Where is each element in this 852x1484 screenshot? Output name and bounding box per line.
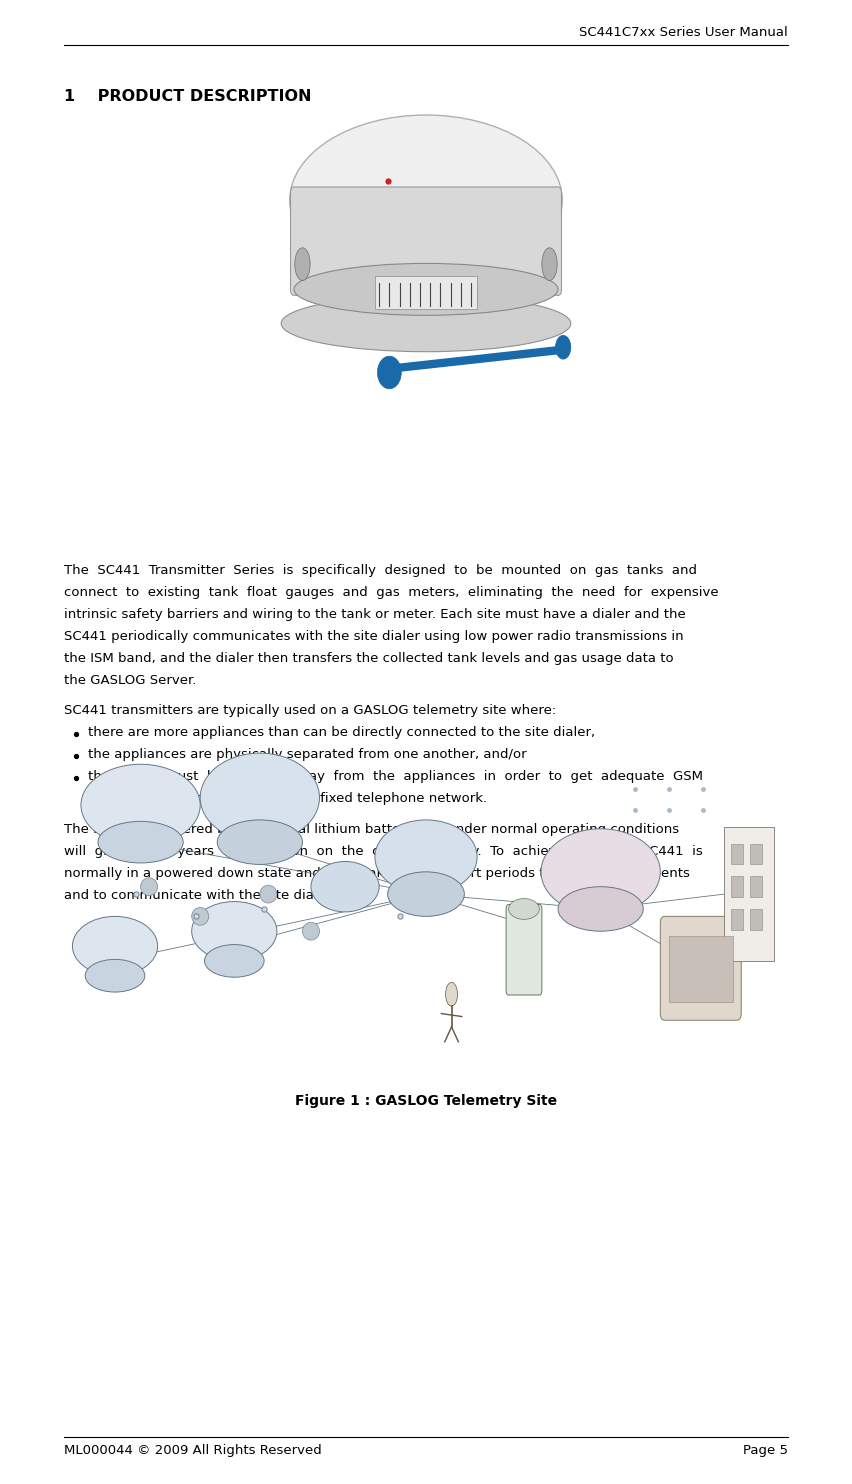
Text: SC441 periodically communicates with the site dialer using low power radio trans: SC441 periodically communicates with the… [64,629,683,643]
Text: ML000044 © 2009 All Rights Reserved: ML000044 © 2009 All Rights Reserved [64,1444,322,1457]
Text: The  SC441  Transmitter  Series  is  specifically  designed  to  be  mounted  on: The SC441 Transmitter Series is specific… [64,564,697,577]
Ellipse shape [217,819,302,864]
Text: will  give  many  years  of  operation  on  the  original  battery.  To  achieve: will give many years of operation on the… [64,844,703,858]
FancyBboxPatch shape [724,828,774,962]
Ellipse shape [558,886,643,932]
FancyBboxPatch shape [375,276,477,309]
FancyBboxPatch shape [291,187,561,295]
Text: the  dialer  must  be  located  away  from  the  appliances  in  order  to  get : the dialer must be located away from the… [88,770,703,784]
Ellipse shape [72,917,158,976]
Ellipse shape [98,822,183,862]
Text: and to communicate with the site dialer.: and to communicate with the site dialer. [64,889,334,902]
Ellipse shape [200,752,320,841]
Ellipse shape [302,922,320,941]
FancyBboxPatch shape [731,876,743,896]
Ellipse shape [281,295,571,352]
Ellipse shape [542,248,557,280]
FancyBboxPatch shape [660,916,741,1021]
FancyBboxPatch shape [64,757,788,1076]
FancyBboxPatch shape [669,936,733,1003]
Ellipse shape [295,248,310,280]
FancyBboxPatch shape [731,843,743,864]
Ellipse shape [290,114,562,285]
Ellipse shape [556,335,571,359]
Text: SC441 transmitters are typically used on a GASLOG telemetry site where:: SC441 transmitters are typically used on… [64,705,556,717]
Ellipse shape [388,871,464,916]
Ellipse shape [377,356,401,389]
Ellipse shape [141,877,158,895]
Ellipse shape [192,907,209,926]
FancyBboxPatch shape [750,876,762,896]
Text: intrinsic safety barriers and wiring to the tank or meter. Each site must have a: intrinsic safety barriers and wiring to … [64,608,686,620]
Text: coverage or connect to the PSTN fixed telephone network.: coverage or connect to the PSTN fixed te… [96,792,487,806]
Ellipse shape [446,982,458,1006]
Ellipse shape [509,898,539,919]
Ellipse shape [192,902,277,962]
Ellipse shape [541,828,660,914]
Text: the ISM band, and the dialer then transfers the collected tank levels and gas us: the ISM band, and the dialer then transf… [64,651,674,665]
Text: 1    PRODUCT DESCRIPTION: 1 PRODUCT DESCRIPTION [64,89,311,104]
Text: there are more appliances than can be directly connected to the site dialer,: there are more appliances than can be di… [88,727,595,739]
Ellipse shape [260,884,277,902]
Text: normally in a powered down state and only wakes up for short periods to take mea: normally in a powered down state and onl… [64,867,690,880]
FancyBboxPatch shape [731,908,743,929]
Ellipse shape [85,959,145,991]
Ellipse shape [311,861,379,911]
Text: SC441C7xx Series User Manual: SC441C7xx Series User Manual [579,25,788,39]
Ellipse shape [204,945,264,976]
Ellipse shape [294,263,558,315]
Text: connect  to  existing  tank  float  gauges  and  gas  meters,  eliminating  the : connect to existing tank float gauges an… [64,586,718,600]
Text: Figure 1 : GASLOG Telemetry Site: Figure 1 : GASLOG Telemetry Site [295,1094,557,1107]
Text: The SC441 is powered by an internal lithium battery and under normal operating c: The SC441 is powered by an internal lith… [64,824,679,835]
FancyBboxPatch shape [750,843,762,864]
Text: the GASLOG Server.: the GASLOG Server. [64,674,196,687]
FancyBboxPatch shape [750,908,762,929]
FancyBboxPatch shape [506,904,542,994]
Text: the appliances are physically separated from one another, and/or: the appliances are physically separated … [88,748,527,761]
Ellipse shape [81,764,200,846]
Ellipse shape [375,819,477,893]
Text: Page 5: Page 5 [743,1444,788,1457]
